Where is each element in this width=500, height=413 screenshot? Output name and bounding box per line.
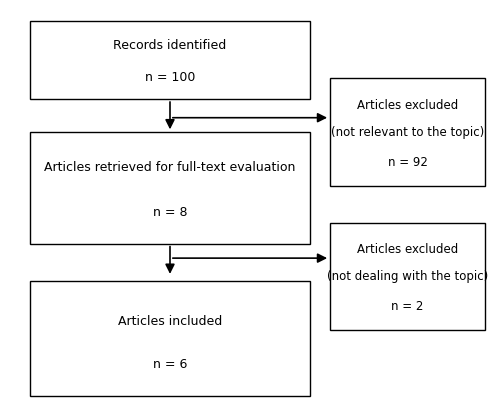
- Text: n = 92: n = 92: [388, 156, 428, 169]
- Text: (not dealing with the topic): (not dealing with the topic): [327, 270, 488, 283]
- Bar: [330, 223, 485, 330]
- Bar: [30, 281, 310, 396]
- Text: Articles excluded: Articles excluded: [357, 99, 458, 112]
- Bar: [30, 21, 310, 99]
- Text: Articles included: Articles included: [118, 315, 222, 328]
- Text: Records identified: Records identified: [114, 39, 226, 52]
- Text: n = 8: n = 8: [153, 206, 187, 219]
- Bar: [330, 78, 485, 186]
- Text: Articles excluded: Articles excluded: [357, 243, 458, 256]
- Text: Articles retrieved for full-text evaluation: Articles retrieved for full-text evaluat…: [44, 161, 296, 174]
- Text: n = 100: n = 100: [145, 71, 195, 84]
- Text: (not relevant to the topic): (not relevant to the topic): [331, 126, 484, 139]
- Bar: [30, 132, 310, 244]
- Text: n = 2: n = 2: [392, 300, 424, 313]
- Text: n = 6: n = 6: [153, 358, 187, 370]
